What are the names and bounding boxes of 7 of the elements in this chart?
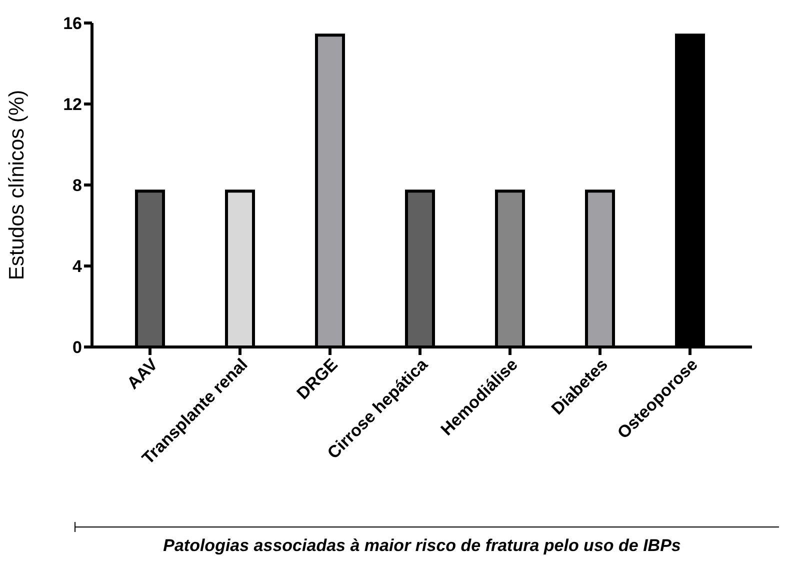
y-tick-label: 12 bbox=[63, 95, 82, 114]
y-tick-label: 16 bbox=[63, 14, 82, 34]
y-tick-label: 4 bbox=[72, 257, 83, 276]
x-axis-title: Patologias associadas à maior risco de fratura pelo uso de IBPs bbox=[163, 536, 681, 555]
y-tick-label: 8 bbox=[72, 176, 82, 196]
y-tick-label: 0 bbox=[72, 338, 82, 358]
y-axis-title: Estudos clínicos (%) bbox=[5, 90, 28, 280]
